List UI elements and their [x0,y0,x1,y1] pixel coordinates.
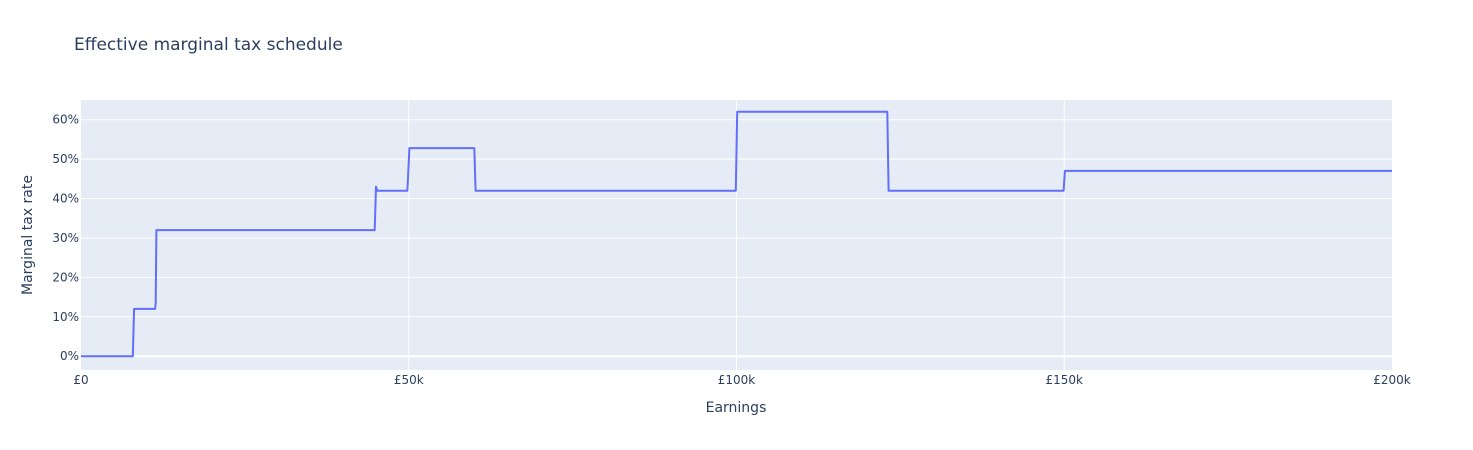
chart-title: Effective marginal tax schedule [74,35,343,55]
y-tick-label: 40% [52,192,79,206]
x-axis-ticks: £0 £50k £100k £150k £200k [73,373,1410,387]
x-tick-label: £100k [718,373,756,387]
y-tick-label: 50% [52,152,79,166]
x-tick-label: £200k [1373,373,1411,387]
x-tick-label: £0 [73,373,88,387]
y-tick-label: 60% [52,113,79,127]
y-tick-label: 30% [52,231,79,245]
x-tick-label: £50k [394,373,424,387]
y-tick-label: 10% [52,310,79,324]
y-axis-title: Marginal tax rate [20,175,36,295]
series-group [81,110,1392,358]
y-axis-ticks: 0% 10% 20% 30% 40% 50% 60% [52,113,79,363]
x-axis-title: Earnings [706,400,767,416]
y-tick-label: 20% [52,270,79,284]
y-tick-label: 0% [60,349,79,363]
x-tick-label: £150k [1046,373,1084,387]
series-line [81,110,1392,358]
